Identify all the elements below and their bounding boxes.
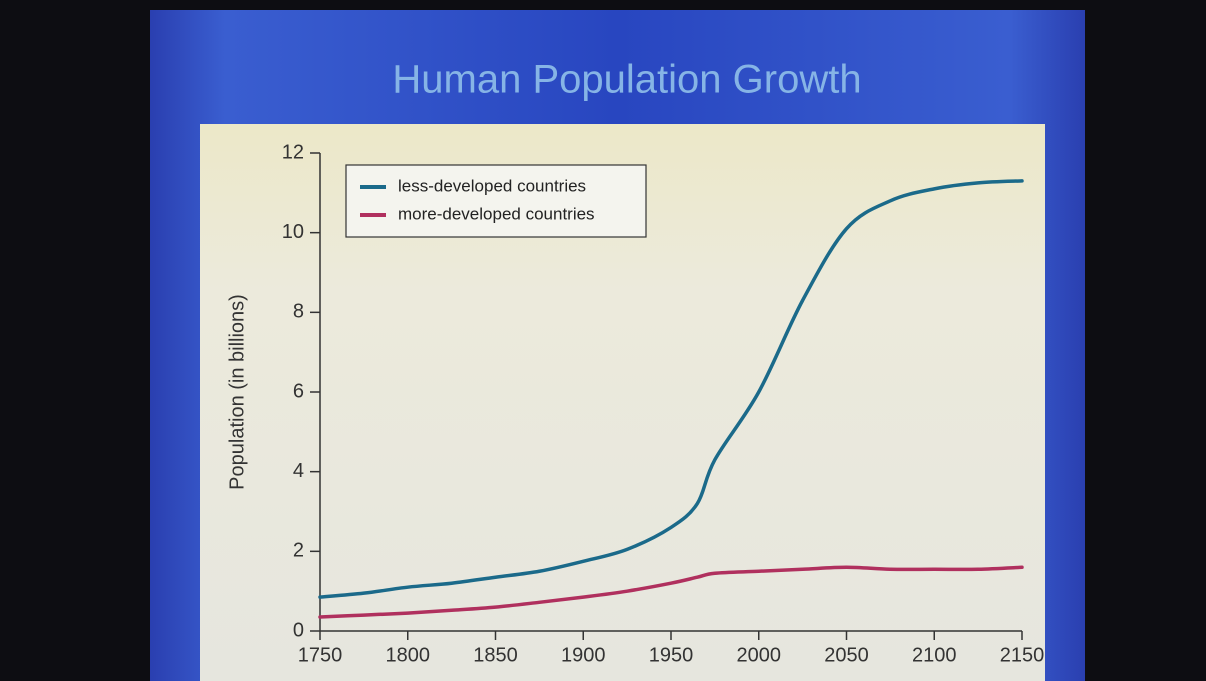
x-tick-label: 1900 xyxy=(561,644,606,666)
x-tick-label: 2000 xyxy=(737,644,782,666)
y-tick-label: 8 xyxy=(293,301,304,323)
lines xyxy=(318,179,1024,619)
x-tick-label: 2050 xyxy=(824,644,869,666)
series-line xyxy=(318,179,1024,599)
legend-box xyxy=(345,164,647,238)
y-tick-label: 10 xyxy=(282,221,304,243)
legend-label: less-developed countries xyxy=(398,176,586,195)
x-tick-label: 2100 xyxy=(912,644,957,666)
y-axis-label: Population (in billions) xyxy=(226,294,248,490)
legend: less-developed countries more-developed c… xyxy=(345,164,647,238)
x-tick-label: 2150 xyxy=(1000,644,1045,666)
x-tick-label: 1800 xyxy=(386,644,431,666)
chart-title: Human Population Growth xyxy=(392,58,861,102)
x-tick-label: 1950 xyxy=(649,644,694,666)
y-tick-label: 6 xyxy=(293,380,304,402)
y-tick-label: 0 xyxy=(293,619,304,641)
series-line xyxy=(318,565,1024,619)
axes: 0 2 4 6 8 10 12 1750 1800 1850 1900 1950 2000 2050 210… xyxy=(282,141,1045,666)
y-tick-label: 12 xyxy=(282,141,304,163)
x-tick-label: 1850 xyxy=(473,644,518,666)
y-tick-label: 2 xyxy=(293,540,304,562)
y-tick-label: 4 xyxy=(293,460,304,482)
x-tick-label: 1750 xyxy=(298,644,343,666)
legend-label: more-developed countries xyxy=(398,204,595,223)
